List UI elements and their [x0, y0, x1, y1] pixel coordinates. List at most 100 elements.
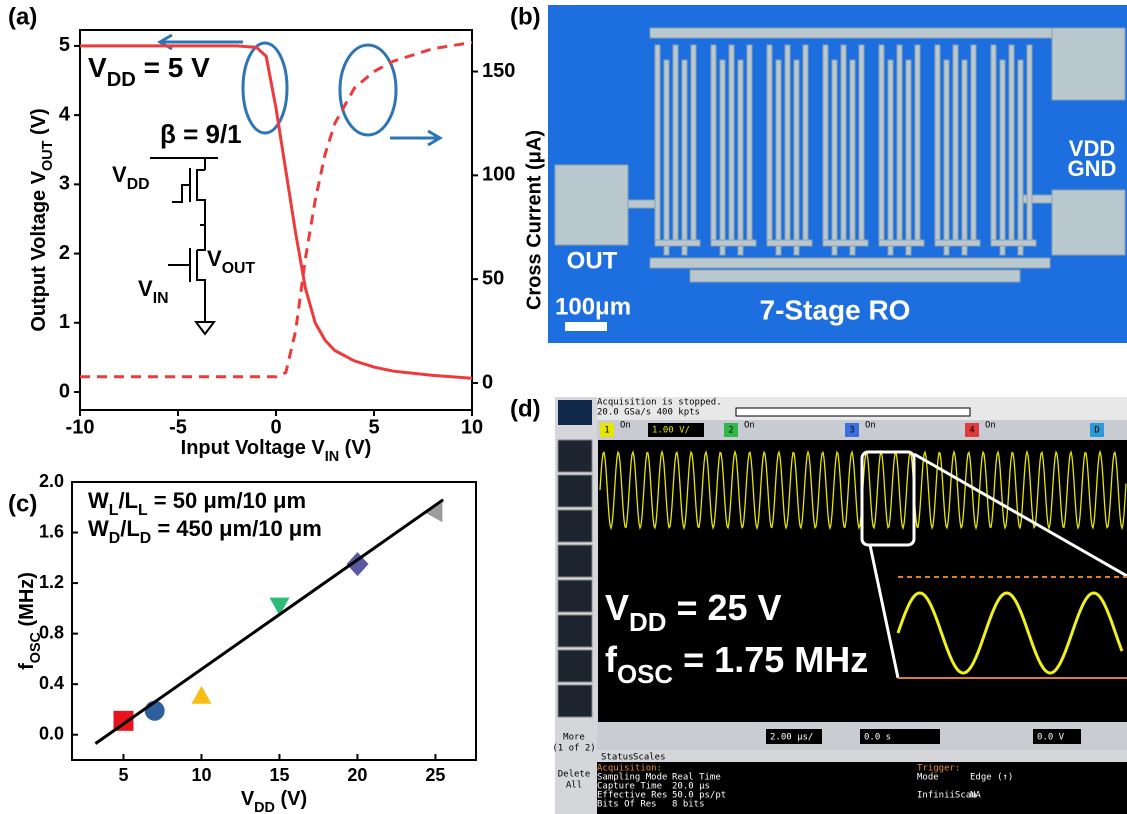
- control-box[interactable]: [860, 729, 940, 744]
- chip-wire: [689, 269, 1021, 283]
- plot-frame: [79, 29, 473, 411]
- panel-label: (c): [8, 490, 37, 517]
- tool-button[interactable]: [557, 509, 593, 543]
- annotation-part: /L: [120, 516, 140, 541]
- x-axis-title: Input Voltage VIN (V): [181, 437, 372, 465]
- annotation: VIN: [138, 276, 169, 307]
- tool-button[interactable]: [557, 684, 593, 718]
- scope-text: Bits Of Res: [597, 800, 657, 810]
- chip-wire: [784, 44, 791, 241]
- tool-button[interactable]: [557, 474, 593, 508]
- panel-label: (a): [8, 3, 37, 30]
- chip-wire: [1008, 44, 1015, 241]
- y-axis-title: Output Voltage VOUT (V): [28, 108, 56, 331]
- annotation: VDD = 5 V: [88, 52, 210, 91]
- annotation-part: V: [138, 276, 153, 301]
- annotation-part: DD: [127, 176, 150, 193]
- chip-wire: [719, 59, 726, 256]
- status-panel: [597, 762, 1127, 814]
- point: [346, 552, 369, 577]
- logo-button[interactable]: [558, 400, 592, 425]
- scope-text: D: [1094, 426, 1099, 436]
- chip-wire: [775, 59, 782, 256]
- caption: 7-Stage RO: [760, 294, 911, 325]
- tool-button[interactable]: [557, 579, 593, 613]
- annotation-part: D: [140, 530, 151, 547]
- x-axis-title-part: Input Voltage V: [181, 437, 326, 459]
- annotation-part: IN: [153, 290, 169, 307]
- tool-button[interactable]: [557, 614, 593, 648]
- annotation: VDD: [112, 162, 150, 193]
- pad-label: GND: [1068, 156, 1117, 181]
- annotation-part: L: [109, 502, 119, 519]
- chip-wire: [728, 44, 735, 241]
- plot-frame: [71, 481, 477, 761]
- annotation: WL/LL = 50 μm/10 μm: [88, 488, 306, 519]
- chip-wire: [681, 59, 688, 256]
- y-tick-label: 4: [59, 103, 71, 125]
- chip-wire: [654, 44, 661, 241]
- chip-wire: [649, 27, 1053, 39]
- chip-wire: [878, 239, 925, 247]
- scope-text: (1 of 2): [552, 744, 595, 754]
- x-tick-label: 0: [270, 416, 281, 438]
- x-axis-title-part: V: [241, 788, 255, 810]
- scope-annotation-part: V: [605, 587, 629, 628]
- annotation-part: /L: [118, 488, 138, 513]
- panel-label: (d): [510, 395, 541, 422]
- annotation-part: DD: [107, 69, 136, 91]
- chip-wire: [914, 44, 921, 241]
- waveform: [599, 449, 1127, 679]
- scale-bar: [565, 322, 607, 331]
- chip-wire: [943, 59, 950, 256]
- chip-wire: [822, 44, 829, 241]
- channel-button[interactable]: [724, 423, 738, 437]
- channel-button[interactable]: [1090, 423, 1104, 437]
- scope-text: All: [566, 781, 582, 791]
- annotation-part: V: [88, 52, 107, 83]
- control-box[interactable]: [1033, 729, 1081, 744]
- annotation: WD/LD = 450 μm/10 μm: [88, 516, 322, 547]
- scope-annotation-part: f: [605, 639, 618, 680]
- y-axis-title-part: (V): [28, 108, 50, 140]
- x-tick-label: 10: [461, 416, 483, 438]
- x-tick-label: 25: [425, 765, 445, 785]
- chip-wire: [961, 59, 968, 256]
- scope-annotation: fOSC = 1.75 MHz: [605, 639, 868, 689]
- scope-text: Capture Time: [597, 782, 662, 792]
- chip-wire: [831, 59, 838, 256]
- x-axis-title: VDD (V): [241, 788, 307, 814]
- control-box[interactable]: [766, 729, 822, 744]
- y-tick-label: 2: [59, 242, 70, 264]
- chip-wire: [690, 44, 697, 241]
- y-tick-label: 2.0: [39, 471, 64, 491]
- x-axis-title-part: (V): [275, 788, 307, 810]
- chip-wire: [952, 44, 959, 241]
- chip-wire: [990, 44, 997, 241]
- chip-wire: [766, 44, 773, 241]
- chip-wire: [663, 59, 670, 256]
- scope-text: More: [563, 733, 585, 743]
- point: [424, 502, 443, 523]
- tool-button[interactable]: [557, 439, 593, 473]
- chip-wire: [990, 239, 1037, 247]
- panel-label: (b): [510, 3, 541, 30]
- pad-label: OUT: [567, 247, 618, 274]
- zoom-trace: [896, 591, 1124, 675]
- scope-text: Real Time: [672, 773, 721, 783]
- annotation-part: D: [109, 530, 120, 547]
- channel-button[interactable]: [845, 423, 859, 437]
- tool-button[interactable]: [557, 544, 593, 578]
- y-tick-label: 1.2: [39, 572, 64, 592]
- scope-text: On: [744, 421, 755, 431]
- channel-button[interactable]: [600, 423, 614, 437]
- channel-button[interactable]: [965, 423, 979, 437]
- scope-text: 1.00 V/: [652, 426, 690, 436]
- y-tick-label: 0.0: [39, 723, 64, 743]
- annotation-part: = 5 V: [136, 52, 210, 83]
- point: [269, 597, 290, 616]
- x-tick-label: 15: [269, 765, 289, 785]
- y-tick-label: 3: [59, 173, 70, 195]
- tool-button[interactable]: [557, 649, 593, 683]
- chip-wire: [1019, 194, 1053, 204]
